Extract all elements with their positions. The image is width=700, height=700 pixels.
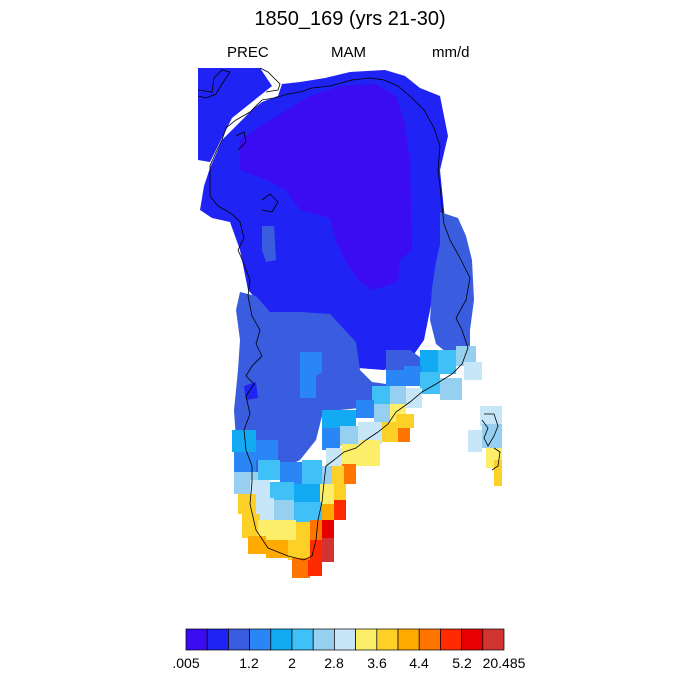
grid-cell (296, 522, 310, 542)
colorbar-swatch (270, 628, 293, 651)
colorbar-label: 3.6 (367, 655, 387, 671)
grid-cell (358, 422, 382, 444)
grid-cell (322, 410, 356, 430)
grid-cell (396, 428, 410, 442)
grid-cell (360, 440, 380, 466)
grid-cell (234, 452, 256, 474)
grid-cell (240, 84, 412, 290)
colorbar-swatch (355, 628, 378, 651)
grid-cell (340, 426, 358, 446)
grid-cell (468, 430, 482, 452)
grid-cell (244, 382, 258, 400)
colorbar-swatch (397, 628, 420, 651)
colorbar-swatch (440, 628, 462, 651)
grid-cell (430, 212, 474, 360)
colorbar-swatch (249, 628, 272, 651)
grid-cell (382, 422, 398, 442)
colorbar-swatch (461, 628, 484, 651)
grid-cell (342, 444, 360, 466)
colorbar-label: 5.2 (452, 655, 472, 671)
grid-cell (198, 68, 272, 162)
colorbar-swatch (376, 628, 399, 651)
grid-cell (258, 460, 280, 480)
map-title: 1850_169 (yrs 21-30) (254, 8, 446, 30)
colorbar-label: 2.8 (324, 655, 344, 671)
grid-cell (294, 484, 320, 504)
grid-cell (288, 540, 310, 560)
grid-cell (322, 538, 334, 562)
grid-cell (280, 462, 302, 484)
grid-cell (332, 466, 344, 484)
grid-cell (404, 366, 422, 386)
colorbar-swatch (418, 628, 441, 651)
grid-cell (356, 400, 374, 418)
grid-cell (310, 540, 322, 562)
map-grid-cells (198, 68, 502, 578)
colorbar-label: 4.4 (409, 655, 429, 671)
grid-cell (256, 498, 274, 520)
grid-cell (342, 464, 356, 484)
grid-cell (332, 484, 346, 502)
grid-cell (256, 440, 278, 460)
grid-cell (248, 536, 266, 554)
grid-cell (386, 370, 404, 390)
grid-cell (270, 482, 294, 502)
grid-cell (390, 386, 406, 408)
grid-cell (440, 378, 462, 400)
grid-cell (322, 428, 340, 450)
grid-cell (438, 350, 456, 374)
grid-cell (242, 514, 260, 538)
grid-cell (308, 560, 322, 576)
grid-cell (420, 372, 440, 394)
grid-cell (464, 362, 482, 380)
grid-cell (322, 520, 334, 540)
season-label: MAM (331, 44, 366, 61)
grid-cell (332, 500, 346, 520)
colorbar-label: 20.485 (483, 655, 526, 671)
colorbar-swatch (291, 628, 314, 651)
grid-cell (292, 558, 310, 578)
grid-cell (456, 346, 476, 366)
colorbar-label: .005 (172, 655, 199, 671)
grid-cell (276, 520, 296, 542)
grid-cell (274, 500, 294, 522)
colorbar-swatch (206, 628, 229, 651)
variable-label: PREC (227, 44, 269, 61)
grid-cell (372, 386, 390, 408)
colorbar-swatch (312, 628, 335, 651)
grid-cell (420, 350, 438, 374)
grid-cell (302, 460, 322, 484)
grid-cell (374, 404, 390, 422)
grid-cell (406, 388, 422, 408)
colorbar-label: 1.2 (239, 655, 259, 671)
grid-cell (494, 460, 502, 486)
grid-cell (232, 430, 256, 452)
grid-cell (262, 226, 276, 262)
colorbar-swatch (482, 628, 505, 651)
colorbar-label: 2 (288, 655, 296, 671)
grid-cell (326, 448, 342, 466)
grid-cell (294, 502, 322, 522)
colorbar-swatch (185, 628, 208, 651)
grid-cell (396, 414, 414, 428)
grid-cell (310, 520, 322, 542)
coastline (197, 67, 501, 561)
colorbar-swatch (334, 628, 356, 651)
units-label: mm/d (432, 44, 470, 61)
grid-cell (320, 466, 332, 484)
grid-cell (300, 352, 322, 398)
grid-cell (320, 504, 334, 522)
colorbar-swatch (228, 628, 250, 651)
